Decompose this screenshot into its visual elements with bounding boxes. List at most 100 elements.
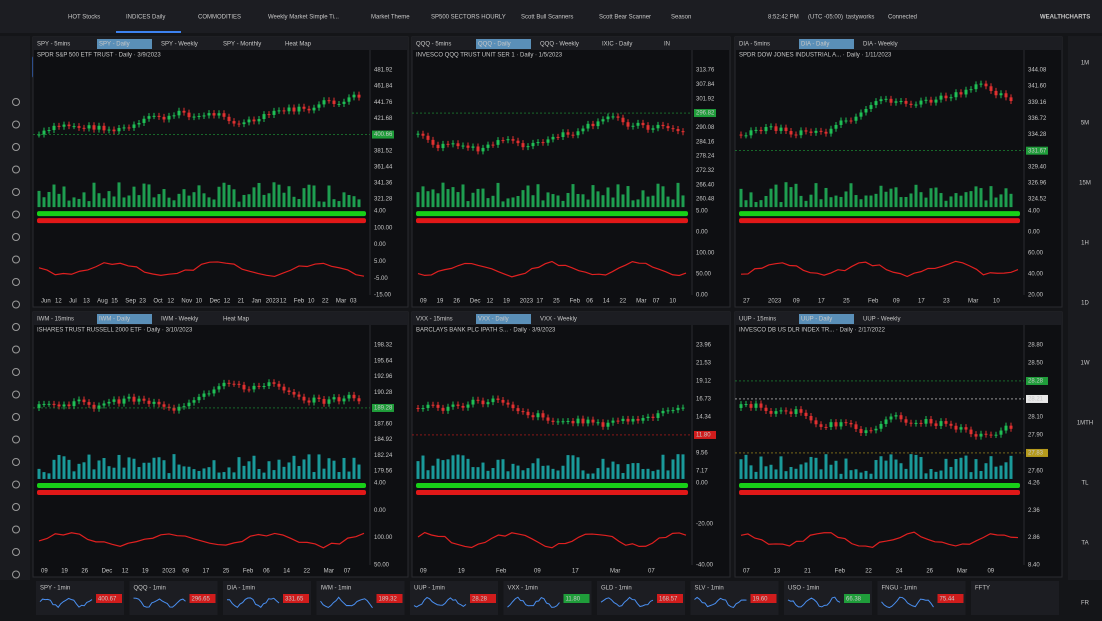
date-label: 26 bbox=[926, 569, 933, 575]
indicator-label: 5.00 bbox=[374, 259, 386, 265]
tool-icon[interactable] bbox=[12, 368, 20, 376]
header-tab[interactable]: COMMODITIES bbox=[198, 15, 241, 21]
volume-bar bbox=[576, 457, 580, 479]
volume-bar bbox=[596, 191, 600, 208]
tool-icon[interactable] bbox=[12, 413, 20, 421]
panel-tab[interactable]: UUP - 15mins bbox=[739, 317, 776, 323]
panel-tab[interactable]: SPY - Weekly bbox=[161, 42, 198, 48]
tool-icon[interactable] bbox=[12, 188, 20, 196]
header-tab[interactable]: INDICES Daily bbox=[126, 15, 165, 21]
tool-icon[interactable] bbox=[12, 570, 20, 579]
tool-icon[interactable] bbox=[12, 233, 20, 241]
panel-tab[interactable]: DIA - 5mins bbox=[739, 42, 770, 48]
panel-tab[interactable]: UUP - Weekly bbox=[863, 317, 900, 323]
volume-bar bbox=[257, 182, 261, 208]
date-label: 21 bbox=[238, 299, 245, 305]
tool-icon[interactable] bbox=[12, 435, 20, 444]
price-highlight bbox=[372, 403, 394, 412]
volume-bar bbox=[789, 466, 793, 479]
panel-tab[interactable]: DIA - Weekly bbox=[863, 42, 898, 48]
candle-body bbox=[127, 127, 131, 129]
timeframe[interactable]: 1D bbox=[1081, 301, 1089, 307]
candle-body bbox=[636, 122, 640, 126]
panel-tab[interactable]: IWM - Daily bbox=[99, 317, 130, 323]
tool-icon[interactable] bbox=[12, 98, 20, 106]
tool-icon[interactable] bbox=[12, 278, 20, 286]
indicator-label: 4.00 bbox=[374, 481, 386, 487]
panel-tab[interactable]: VXX - Daily bbox=[478, 317, 509, 323]
tool-icon[interactable] bbox=[12, 120, 20, 129]
tool-icon[interactable] bbox=[12, 458, 20, 466]
panel-tab[interactable]: SPY - Monthly bbox=[223, 42, 261, 48]
tool-icon[interactable] bbox=[12, 143, 20, 151]
header-tab[interactable]: Scott Bull Scanners bbox=[521, 15, 573, 21]
ticker-price: 11.80 bbox=[566, 597, 581, 603]
panel-tab[interactable]: Heat Map bbox=[223, 317, 250, 323]
candle-body bbox=[641, 122, 645, 126]
volume-bar bbox=[416, 461, 420, 479]
panel-tab[interactable]: VXX - Weekly bbox=[540, 317, 577, 323]
volume-bar bbox=[676, 454, 680, 479]
panel-tab[interactable]: IXIC - Daily bbox=[602, 42, 632, 48]
panel-tab[interactable]: DIA - Daily bbox=[801, 42, 829, 48]
ticker-price-bg bbox=[470, 594, 496, 603]
panel-tab[interactable]: QQQ - 5mins bbox=[416, 42, 451, 48]
header-tab[interactable]: SP500 SECTORS HOURLY bbox=[431, 15, 506, 21]
volume-bar bbox=[262, 472, 266, 479]
volume-bar bbox=[142, 183, 146, 208]
candle-body bbox=[172, 407, 176, 411]
price-label: 326.96 bbox=[1028, 181, 1047, 187]
panel-tab[interactable]: QQQ - Weekly bbox=[540, 42, 579, 48]
volume-bar bbox=[227, 467, 231, 479]
tool-icon[interactable] bbox=[12, 548, 20, 556]
candle-body bbox=[177, 406, 181, 411]
tool-icon[interactable] bbox=[12, 300, 20, 309]
timeframe[interactable]: 1M bbox=[1081, 61, 1089, 67]
header-tab[interactable]: HOT Stocks bbox=[68, 15, 100, 21]
volume-bar bbox=[212, 199, 216, 208]
ticker-card[interactable] bbox=[971, 581, 1059, 615]
volume-bar bbox=[779, 456, 783, 479]
panel-tab[interactable]: Heat Map bbox=[285, 42, 312, 48]
volume-bar bbox=[471, 467, 475, 479]
header-tab[interactable]: Season bbox=[671, 15, 691, 21]
tool-icon[interactable] bbox=[12, 503, 20, 511]
volume-bar bbox=[421, 186, 425, 208]
panel-tab[interactable]: IWM - Weekly bbox=[161, 317, 198, 323]
tool-icon[interactable] bbox=[12, 323, 20, 331]
timeframe[interactable]: 1W bbox=[1081, 361, 1090, 367]
header-tab[interactable]: Weekly Market Simple Ti... bbox=[268, 15, 339, 21]
panel-tab[interactable]: SPY - 5mins bbox=[37, 42, 70, 48]
panel-tab[interactable]: QQQ - Daily bbox=[478, 42, 511, 48]
tool-icon[interactable] bbox=[12, 525, 20, 534]
volume-bar bbox=[616, 184, 620, 208]
tool-icon[interactable] bbox=[12, 390, 20, 399]
panel-tab[interactable]: SPY - Daily bbox=[99, 42, 130, 48]
date-label: Feb bbox=[243, 569, 254, 575]
panel-tab[interactable]: VXX - 15mins bbox=[416, 317, 453, 323]
timeframe[interactable]: 15M bbox=[1079, 181, 1091, 187]
candle-body bbox=[974, 434, 978, 437]
timeframe[interactable]: TA bbox=[1081, 541, 1088, 547]
tool-icon[interactable] bbox=[12, 480, 20, 489]
header-tab[interactable]: Scott Bear Scanner bbox=[599, 15, 651, 21]
timeframe[interactable]: 5M bbox=[1081, 121, 1089, 127]
volume-bar bbox=[322, 468, 326, 479]
timeframe[interactable]: TL bbox=[1081, 481, 1089, 487]
tool-icon[interactable] bbox=[12, 165, 20, 174]
tool-icon[interactable] bbox=[12, 345, 20, 354]
price-label: 27.90 bbox=[1028, 433, 1044, 439]
panel-tab[interactable]: IN bbox=[664, 42, 670, 48]
date-label: 09 bbox=[420, 569, 427, 575]
timeframe[interactable]: 1H bbox=[1081, 241, 1089, 247]
tool-icon[interactable] bbox=[12, 210, 20, 219]
price-label: 9.56 bbox=[696, 451, 708, 457]
tool-icon[interactable] bbox=[12, 255, 20, 264]
header-tab[interactable]: Market Theme bbox=[371, 15, 410, 21]
timeframe[interactable]: 1MTH bbox=[1077, 421, 1093, 427]
panel-tab[interactable]: IWM - 15mins bbox=[37, 317, 74, 323]
timeframe[interactable]: FR bbox=[1081, 601, 1090, 607]
candle-body bbox=[551, 420, 555, 422]
candle-body bbox=[646, 125, 650, 130]
panel-tab[interactable]: UUP - Daily bbox=[801, 317, 832, 323]
